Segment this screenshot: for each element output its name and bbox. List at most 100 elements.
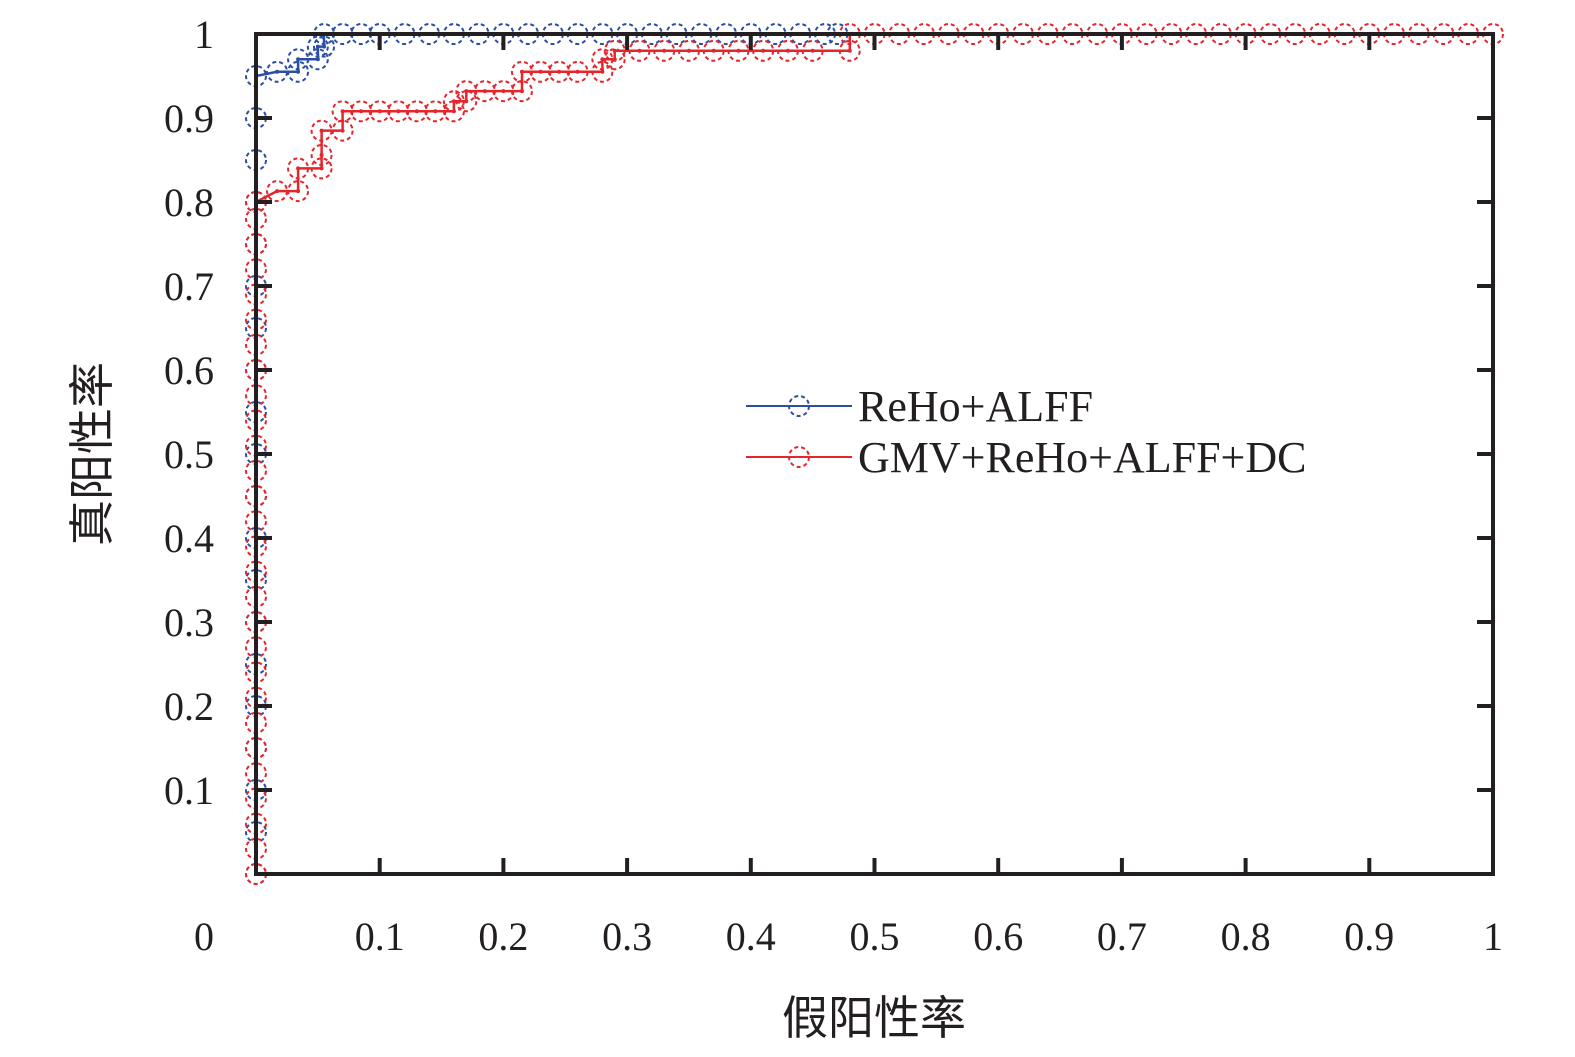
series-point-dot-gmv-combo: [319, 152, 324, 157]
series-point-dot-gmv-combo: [736, 48, 741, 53]
x-tick-label: 0.1: [355, 914, 405, 959]
legend-label-gmv-combo: GMV+ReHo+ALFF+DC: [858, 433, 1307, 482]
series-point-dot-reho-alff: [315, 44, 320, 49]
series-point-gmv-combo: [677, 39, 700, 62]
series-point-dot-reho-alff: [296, 57, 301, 62]
series-point-dot-gmv-combo: [359, 109, 364, 114]
series-point-dot-gmv-combo: [451, 99, 456, 104]
series-point-dot-gmv-combo: [340, 109, 345, 114]
y-tick-label: 0.4: [164, 516, 214, 561]
x-axis-ticks: 0 0.1 0.2 0.3 0.4 0.5 0.6 0.7 0.8 0.9 1: [194, 34, 1503, 959]
x-tick-label: 0.2: [478, 914, 528, 959]
series-point-gmv-combo: [702, 39, 725, 62]
legend-label-reho-alff: ReHo+ALFF: [858, 382, 1093, 431]
series-point-dot-reho-alff: [315, 57, 320, 62]
y-tick-label: 0.5: [164, 432, 214, 477]
series-point-gmv-combo: [603, 39, 626, 62]
series-point-dot-gmv-combo: [377, 109, 382, 114]
series-point-gmv-combo: [510, 80, 533, 103]
legend: ReHo+ALFF GMV+ReHo+ALFF+DC: [746, 382, 1307, 482]
series-point-dot-gmv-combo: [662, 48, 667, 53]
series-point-gmv-combo: [350, 100, 373, 123]
y-tick-label: 0.6: [164, 348, 214, 393]
series-point-dot-gmv-combo: [501, 89, 506, 94]
y-tick-label: 0.2: [164, 684, 214, 729]
y-tick-label: 0.1: [164, 768, 214, 813]
series-point-dot-gmv-combo: [296, 166, 301, 171]
series-point-gmv-combo: [266, 180, 289, 203]
legend-marker-reho-alff: [788, 395, 810, 417]
x-tick-label: 0: [194, 914, 214, 959]
series-point-gmv-combo: [752, 39, 775, 62]
series-point-dot-gmv-combo: [557, 69, 562, 74]
series-point-dot-gmv-combo: [319, 128, 324, 133]
y-axis-title: 真阳性率: [65, 362, 119, 546]
series-point-gmv-combo: [776, 39, 799, 62]
series-point-gmv-combo: [591, 60, 614, 83]
series-point-dot-gmv-combo: [637, 48, 642, 53]
series-point-dot-gmv-combo: [275, 189, 280, 194]
series-point-gmv-combo: [331, 119, 354, 142]
series-point-gmv-combo: [566, 60, 589, 83]
series-point-gmv-combo: [548, 60, 571, 83]
x-tick-label: 0.5: [850, 914, 900, 959]
series-point-gmv-combo: [368, 100, 391, 123]
series-point-gmv-combo: [424, 100, 447, 123]
series-point-gmv-combo: [455, 90, 478, 113]
series-line-reho-alff: [254, 32, 838, 874]
series-point-gmv-combo: [405, 100, 428, 123]
series-point-reho-alff: [266, 60, 289, 83]
series-point-gmv-combo: [387, 100, 410, 123]
series-point-dot-gmv-combo: [538, 69, 543, 74]
series-point-gmv-combo: [473, 80, 496, 103]
x-tick-label: 0.3: [602, 914, 652, 959]
series-point-gmv-combo: [310, 119, 333, 142]
x-tick-label: 0.7: [1097, 914, 1147, 959]
series-point-gmv-combo: [287, 180, 310, 203]
series-point-dot-reho-alff: [275, 69, 280, 74]
series-point-gmv-combo: [492, 80, 515, 103]
series-point-dot-gmv-combo: [847, 48, 852, 53]
series-point-dot-gmv-combo: [761, 48, 766, 53]
series-point-dot-gmv-combo: [296, 189, 301, 194]
series-point-dot-gmv-combo: [600, 57, 605, 62]
series-point-reho-alff: [306, 48, 329, 71]
series-point-dot-reho-alff: [322, 44, 327, 49]
x-axis-title: 假阳性率: [782, 991, 966, 1045]
x-tick-label: 1: [1483, 914, 1503, 959]
series-point-reho-alff: [287, 60, 310, 83]
x-tick-label: 0.6: [973, 914, 1023, 959]
series-point-gmv-combo: [310, 143, 333, 166]
series-point-gmv-combo: [801, 39, 824, 62]
series-point-dot-gmv-combo: [519, 69, 524, 74]
series-point-reho-alff: [313, 35, 336, 58]
series-point-dot-gmv-combo: [414, 109, 419, 114]
series-point-dot-gmv-combo: [340, 128, 345, 133]
series-point-dot-gmv-combo: [785, 48, 790, 53]
series-point-dot-gmv-combo: [519, 89, 524, 94]
series-point-gmv-combo: [603, 48, 626, 71]
y-axis-ticks: 0.1 0.2 0.3 0.4 0.5 0.6 0.7 0.8 0.9 1: [164, 12, 1493, 813]
series-point-dot-gmv-combo: [686, 48, 691, 53]
series-point-dot-gmv-combo: [810, 48, 815, 53]
y-tick-label: 0.9: [164, 96, 214, 141]
series-point-dot-gmv-combo: [600, 69, 605, 74]
series-point-gmv-combo: [529, 60, 552, 83]
series-point-gmv-combo: [653, 39, 676, 62]
series-point-dot-gmv-combo: [711, 48, 716, 53]
series-point-dot-gmv-combo: [464, 89, 469, 94]
series-point-dot-gmv-combo: [612, 48, 617, 53]
y-tick-label: 0.7: [164, 264, 214, 309]
series-point-dot-gmv-combo: [319, 166, 324, 171]
y-tick-label: 0.8: [164, 180, 214, 225]
series-point-dot-gmv-combo: [433, 109, 438, 114]
series-point-gmv-combo: [838, 39, 861, 62]
series-point-gmv-combo: [591, 48, 614, 71]
series-point-dot-gmv-combo: [482, 89, 487, 94]
series-point-gmv-combo: [510, 60, 533, 83]
series-point-gmv-combo: [727, 39, 750, 62]
series-point-gmv-combo: [455, 80, 478, 103]
series-point-gmv-combo: [310, 157, 333, 180]
legend-marker-gmv-combo: [788, 446, 810, 468]
